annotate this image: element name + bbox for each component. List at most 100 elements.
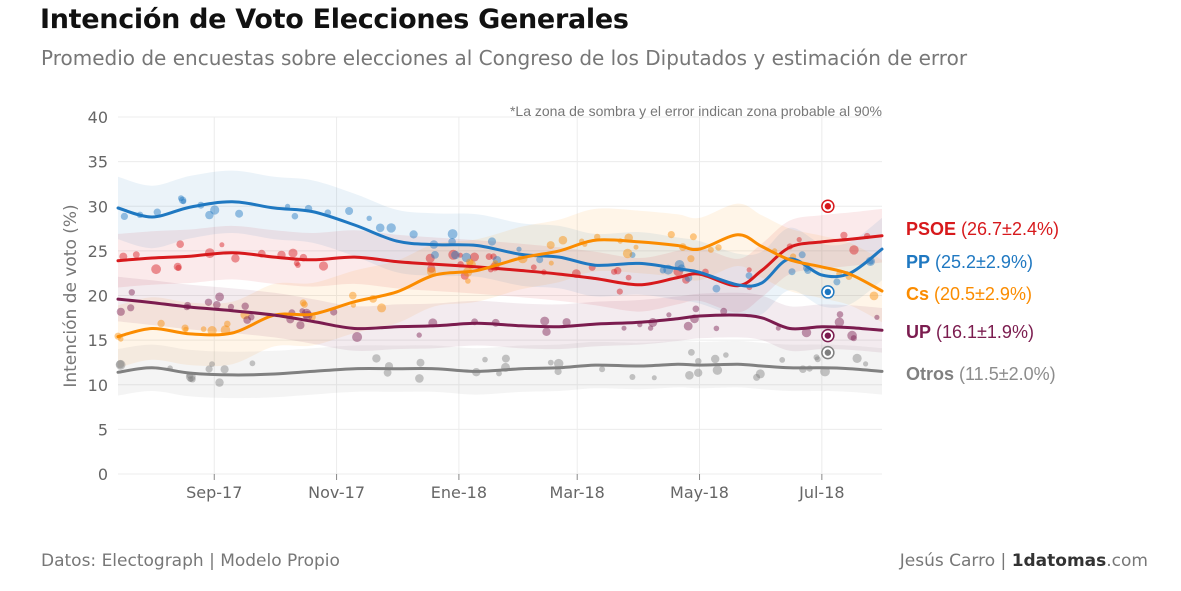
poll-dot-pp — [487, 237, 497, 246]
poll-dots — [114, 195, 880, 387]
poll-dot-up — [540, 316, 550, 326]
poll-dot-up — [215, 292, 225, 302]
poll-dot-pp — [451, 250, 460, 260]
poll-dot-otros — [688, 349, 695, 356]
poll-dot-up — [213, 301, 221, 309]
poll-dot-psoe — [295, 262, 301, 268]
y-axis-label: Intención de voto (%) — [61, 204, 81, 387]
poll-dot-up — [647, 325, 654, 331]
band-up — [118, 276, 882, 353]
projection-dot-up — [824, 332, 832, 339]
poll-dot-psoe — [318, 261, 329, 271]
x-tick-label: Ene-18 — [431, 483, 487, 502]
poll-dot-psoe — [616, 288, 623, 295]
poll-dot-pp — [178, 195, 184, 202]
poll-dot-otros — [220, 365, 229, 374]
poll-dot-pp — [386, 223, 396, 233]
poll-dot-pp — [345, 207, 354, 215]
poll-dot-otros — [753, 373, 761, 381]
poll-dot-psoe — [293, 260, 300, 267]
poll-dot-otros — [415, 374, 424, 383]
x-tick-label: May-18 — [670, 483, 729, 502]
y-tick-label: 25 — [88, 242, 108, 261]
poll-dot-cs — [349, 291, 357, 300]
poll-dot-cs — [667, 231, 675, 239]
legend-party-estimate: (25.2±2.9%) — [930, 252, 1033, 272]
band-cs — [118, 203, 882, 368]
x-tick-label: Jul-18 — [798, 483, 844, 502]
data-source: Datos: Electograph | Modelo Propio — [41, 551, 340, 571]
poll-dot-psoe — [849, 245, 859, 255]
poll-dot-pp — [833, 278, 841, 286]
poll-dot-cs — [558, 235, 568, 245]
poll-dot-otros — [249, 360, 256, 367]
legend-party-name: PP — [906, 252, 930, 272]
poll-dot-up — [241, 302, 249, 310]
poll-dot-otros — [554, 367, 562, 376]
poll-dot-up — [562, 318, 571, 327]
x-tick-label: Sep-17 — [186, 483, 242, 502]
poll-dot-psoe — [796, 237, 802, 243]
poll-dot-cs — [707, 246, 714, 253]
poll-dot-otros — [501, 354, 510, 363]
poll-dot-otros — [496, 370, 502, 377]
poll-dot-up — [850, 335, 857, 342]
poll-dot-up — [834, 317, 845, 327]
grid-lines — [118, 116, 882, 475]
poll-dot-pp — [712, 284, 721, 293]
poll-dot-up — [352, 332, 363, 342]
poll-dot-pp — [629, 252, 636, 258]
poll-dot-psoe — [460, 271, 469, 280]
brand-suffix: .com — [1106, 551, 1148, 571]
poll-dot-cs — [299, 299, 307, 307]
poll-dot-pp — [409, 230, 418, 239]
poll-dot-psoe — [840, 231, 848, 239]
legend-party-estimate: (16.1±1.9%) — [931, 322, 1034, 342]
y-axis-ticks: 0 5 10 15 20 25 30 35 40 — [88, 108, 108, 484]
poll-dot-otros — [115, 359, 126, 370]
poll-dot-pp — [178, 196, 187, 204]
poll-dot-otros — [779, 357, 786, 363]
x-tick-label: Nov-17 — [308, 483, 365, 502]
poll-dot-cs — [377, 303, 387, 313]
poll-dot-cs — [546, 241, 555, 250]
projection-dot-otros — [824, 349, 832, 356]
poll-dot-up — [248, 314, 255, 321]
poll-dot-psoe — [173, 262, 182, 271]
poll-dot-otros — [599, 366, 606, 373]
line-psoe — [116, 234, 884, 288]
poll-dot-pp — [659, 267, 667, 274]
y-tick-label: 15 — [88, 331, 108, 350]
poll-dot-psoe — [427, 264, 436, 273]
poll-dot-pp — [431, 251, 439, 259]
poll-dot-up — [116, 307, 125, 316]
poll-dot-up — [299, 308, 306, 314]
poll-dot-pp — [447, 229, 458, 239]
poll-dot-cs — [622, 248, 633, 259]
poll-dot-psoe — [219, 242, 225, 248]
poll-dot-otros — [189, 376, 196, 383]
y-tick-label: 0 — [98, 465, 108, 484]
poll-dot-otros — [711, 354, 720, 364]
poll-dot-cs — [548, 260, 554, 266]
poll-dot-psoe — [682, 276, 690, 284]
poll-dot-pp — [516, 246, 522, 252]
y-tick-label: 30 — [88, 197, 108, 216]
author-name: Jesús Carro | — [899, 551, 1012, 571]
author-credit: Jesús Carro | 1datomas.com — [900, 551, 1148, 571]
poll-dot-pp — [210, 205, 220, 215]
chart-title: Intención de Voto Elecciones Generales — [40, 4, 629, 35]
poll-dot-otros — [209, 361, 215, 367]
poll-dot-psoe — [231, 254, 240, 263]
poll-dot-otros — [116, 360, 125, 369]
poll-dot-otros — [554, 358, 564, 369]
poll-dot-otros — [723, 352, 729, 358]
y-tick-label: 10 — [88, 376, 108, 395]
poll-dot-psoe — [151, 264, 162, 275]
poll-dot-otros — [651, 375, 657, 381]
poll-dot-up — [836, 311, 844, 318]
poll-dot-psoe — [288, 248, 298, 258]
poll-dot-otros — [695, 358, 702, 365]
y-tick-label: 35 — [88, 153, 108, 172]
legend-item-psoe: PSOE (26.7±2.4%) — [906, 219, 1059, 239]
